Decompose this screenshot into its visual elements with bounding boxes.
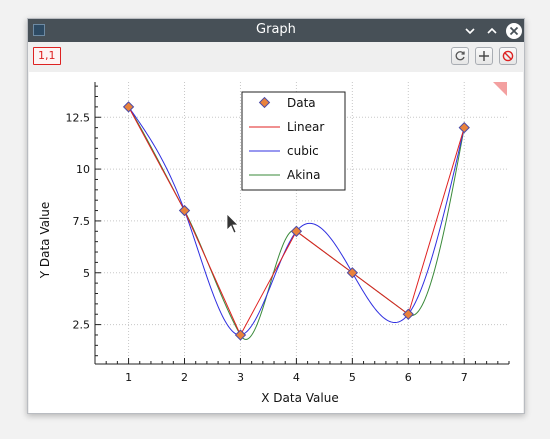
data-point [290,225,303,237]
clear-button[interactable] [499,47,517,65]
cell-index-badge[interactable]: 1,1 [33,47,61,65]
axes: 1 2 3 4 5 6 7 2.5 5 7.5 10 12.5 [66,82,510,384]
graph-toolbar: 1,1 [28,42,524,72]
y-tick-label: 7.5 [73,215,91,228]
refresh-icon [455,51,465,61]
data-markers [122,101,470,341]
maximize-button[interactable] [482,21,501,40]
legend-data-marker [258,96,271,109]
y-tick-label: 5 [83,267,90,280]
x-tick-label: 5 [349,371,356,384]
title-bar[interactable]: Graph [28,19,524,42]
data-point [458,121,470,134]
x-axis-label: X Data Value [261,391,338,405]
app-icon [33,24,45,36]
x-tick-label: 7 [461,371,468,384]
x-tick-label: 4 [293,371,300,384]
y-tick-label: 2.5 [73,319,91,332]
legend-linear-label: Linear [287,120,324,134]
legend-data-label: Data [287,96,316,110]
x-tick-label: 2 [181,371,188,384]
chart-svg[interactable]: 1 2 3 4 5 6 7 2.5 5 7.5 10 12.5 X Data Value Y Data… [29,72,523,413]
chevron-down-icon [464,27,475,34]
data-point [178,204,191,217]
close-icon [505,22,522,39]
y-axis-label: Y Data Value [38,202,52,280]
grid-lines [95,82,509,364]
graph-window: Graph 1,1 [27,18,525,414]
legend-akima-label: Akina [287,168,320,182]
data-point [346,267,359,279]
y-tick-label: 12.5 [66,111,91,124]
refresh-button[interactable] [451,47,469,65]
legend-cubic-label: cubic [287,144,319,158]
no-entry-icon [502,50,514,62]
add-button[interactable] [475,47,493,65]
mouse-cursor [226,213,239,234]
x-tick-label: 3 [237,371,244,384]
data-point [234,329,247,341]
plot-area[interactable]: 1 2 3 4 5 6 7 2.5 5 7.5 10 12.5 X Data Value Y Data… [29,72,523,413]
legend: Data Linear cubic Akina [241,91,346,191]
x-tick-label: 6 [405,371,412,384]
data-point [122,101,135,113]
minimize-button[interactable] [460,21,479,40]
y-tick-label: 10 [76,163,90,176]
resize-corner-handle[interactable] [493,82,507,96]
data-point [402,308,414,320]
window-title: Graph [256,22,296,37]
chevron-up-icon [486,27,497,34]
close-button[interactable] [504,21,523,40]
plus-icon [479,51,489,61]
x-tick-label: 1 [125,371,132,384]
